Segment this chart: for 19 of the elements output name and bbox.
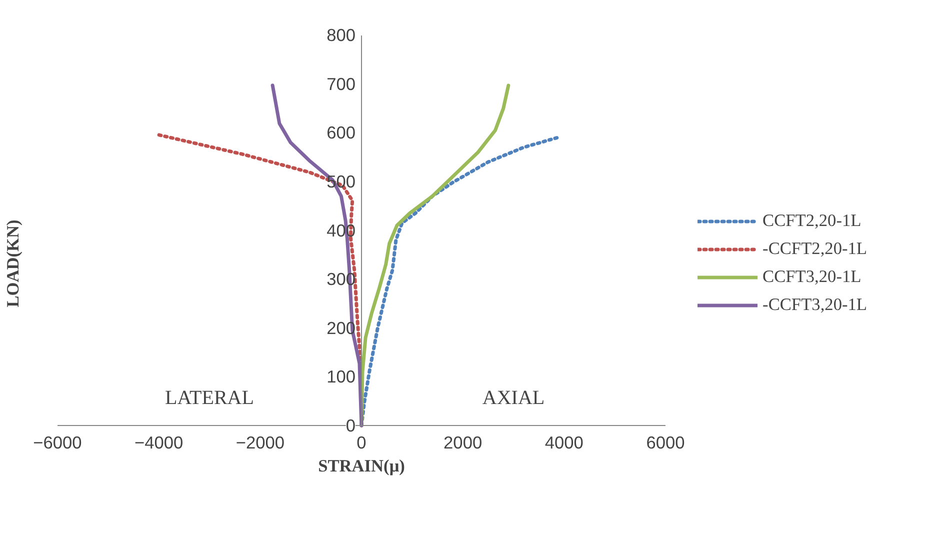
y-axis-title: LOAD(KN): [4, 219, 22, 308]
legend-label: CCFT3,20-1L: [762, 267, 862, 287]
x-tick-label: 6000: [646, 432, 685, 452]
x-tick-label: 4000: [544, 432, 584, 452]
legend-label: -CCFT3,20-1L: [762, 295, 867, 315]
annotation: LATERAL: [165, 387, 254, 410]
y-tick-label: 600: [326, 122, 356, 143]
annotation: AXIAL: [482, 387, 545, 410]
y-tick-label: 100: [326, 366, 356, 387]
y-tick-label: 0: [346, 415, 356, 436]
x-tick-label: −6000: [33, 432, 82, 452]
x-tick-label: −2000: [236, 432, 285, 452]
y-tick-label: 700: [326, 74, 356, 94]
y-tick-label: 800: [326, 25, 356, 46]
x-tick-label: 2000: [444, 432, 482, 452]
x-axis-title: STRAIN(μ): [318, 456, 406, 476]
legend-label: CCFT2,20-1L: [762, 211, 862, 231]
x-tick-label: −4000: [134, 432, 184, 452]
legend-label: -CCFT2,20-1L: [762, 239, 867, 259]
